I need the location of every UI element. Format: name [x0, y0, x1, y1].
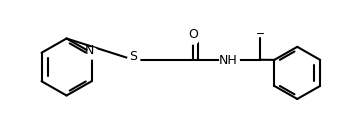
Text: N: N — [85, 44, 94, 57]
Text: NH: NH — [219, 54, 238, 67]
Text: S: S — [130, 50, 137, 63]
Text: O: O — [189, 28, 198, 41]
